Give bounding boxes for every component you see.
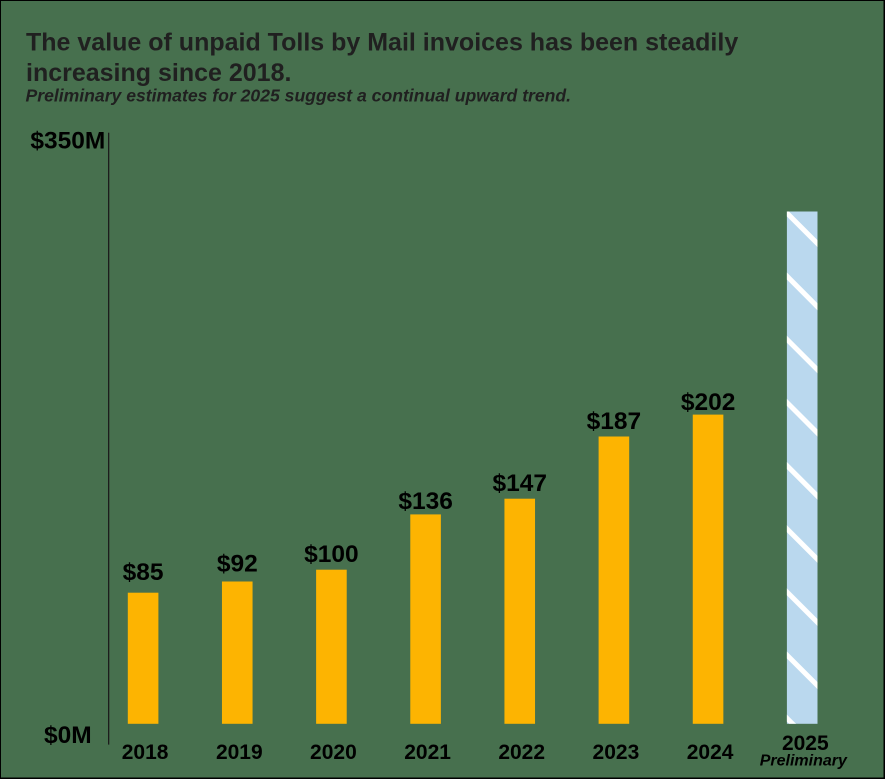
svg-text:$0M: $0M [44, 722, 92, 749]
svg-text:$100: $100 [304, 541, 359, 568]
svg-text:2022: 2022 [498, 741, 545, 764]
svg-text:$202: $202 [681, 389, 736, 416]
svg-text:2023: 2023 [593, 741, 640, 764]
svg-text:$187: $187 [587, 408, 642, 435]
svg-text:Preliminary: Preliminary [760, 752, 848, 769]
svg-text:$350M: $350M [30, 128, 105, 155]
svg-text:The value of unpaid Tolls by M: The value of unpaid Tolls by Mail invoic… [26, 29, 738, 57]
svg-text:2024: 2024 [687, 741, 734, 764]
svg-text:2018: 2018 [122, 741, 169, 764]
svg-text:2020: 2020 [310, 741, 357, 764]
svg-text:Preliminary estimates for 2025: Preliminary estimates for 2025 suggest a… [26, 86, 572, 106]
svg-text:2025: 2025 [782, 732, 829, 755]
svg-text:2021: 2021 [404, 741, 451, 764]
svg-text:$92: $92 [217, 550, 258, 577]
svg-text:2019: 2019 [216, 741, 263, 764]
svg-text:$136: $136 [398, 488, 453, 515]
svg-text:$85: $85 [123, 559, 164, 586]
svg-text:$147: $147 [492, 470, 547, 497]
svg-text:increasing since 2018.: increasing since 2018. [26, 59, 291, 87]
